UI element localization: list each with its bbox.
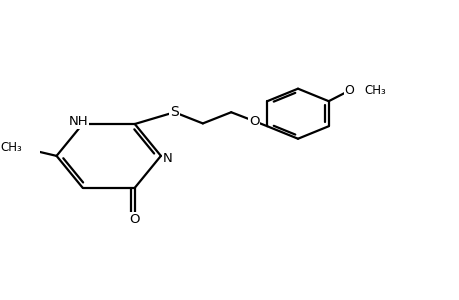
Text: CH₃: CH₃	[0, 141, 22, 154]
Text: N: N	[162, 152, 172, 165]
Text: O: O	[344, 83, 354, 97]
Text: NH: NH	[68, 115, 88, 128]
Text: O: O	[248, 115, 259, 128]
Text: S: S	[170, 105, 179, 119]
Text: O: O	[129, 213, 140, 226]
Text: CH₃: CH₃	[364, 83, 386, 97]
